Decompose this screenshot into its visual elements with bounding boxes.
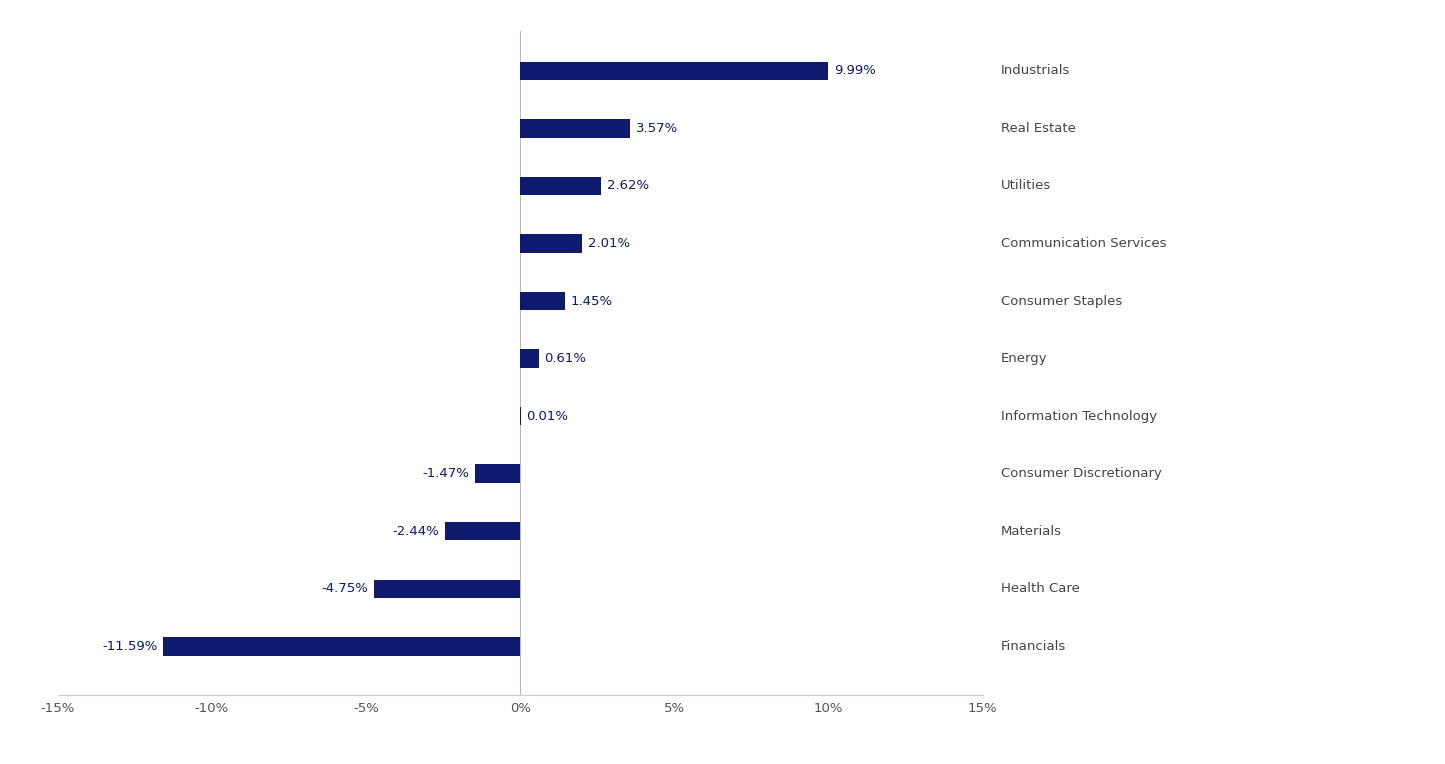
Bar — [520, 62, 828, 80]
Text: Consumer Discretionary: Consumer Discretionary — [1001, 467, 1162, 481]
Bar — [475, 465, 520, 483]
Text: Energy: Energy — [1001, 352, 1048, 365]
Text: 2.01%: 2.01% — [588, 237, 630, 250]
Text: -1.47%: -1.47% — [422, 467, 470, 481]
Bar — [520, 292, 565, 310]
Text: -4.75%: -4.75% — [321, 582, 368, 595]
Text: Consumer Staples: Consumer Staples — [1001, 295, 1123, 308]
Text: Information Technology: Information Technology — [1001, 410, 1157, 422]
Text: 3.57%: 3.57% — [636, 122, 678, 135]
Bar — [374, 580, 520, 598]
Text: Real Estate: Real Estate — [1001, 122, 1077, 135]
Bar — [445, 522, 520, 540]
Bar — [520, 235, 582, 253]
Text: Utilities: Utilities — [1001, 180, 1052, 193]
Text: 0.01%: 0.01% — [526, 410, 568, 422]
Text: Health Care: Health Care — [1001, 582, 1079, 595]
Bar — [520, 119, 630, 138]
Text: Communication Services: Communication Services — [1001, 237, 1166, 250]
Bar — [520, 349, 539, 367]
Bar — [520, 176, 601, 195]
Text: Materials: Materials — [1001, 525, 1062, 538]
Text: -2.44%: -2.44% — [393, 525, 439, 538]
Text: -11.59%: -11.59% — [103, 639, 158, 652]
Text: 1.45%: 1.45% — [571, 295, 613, 308]
Text: Financials: Financials — [1001, 639, 1066, 652]
Bar — [163, 637, 520, 656]
Text: 9.99%: 9.99% — [834, 64, 876, 77]
Text: Industrials: Industrials — [1001, 64, 1071, 77]
Text: 0.61%: 0.61% — [545, 352, 587, 365]
Text: 2.62%: 2.62% — [607, 180, 649, 193]
